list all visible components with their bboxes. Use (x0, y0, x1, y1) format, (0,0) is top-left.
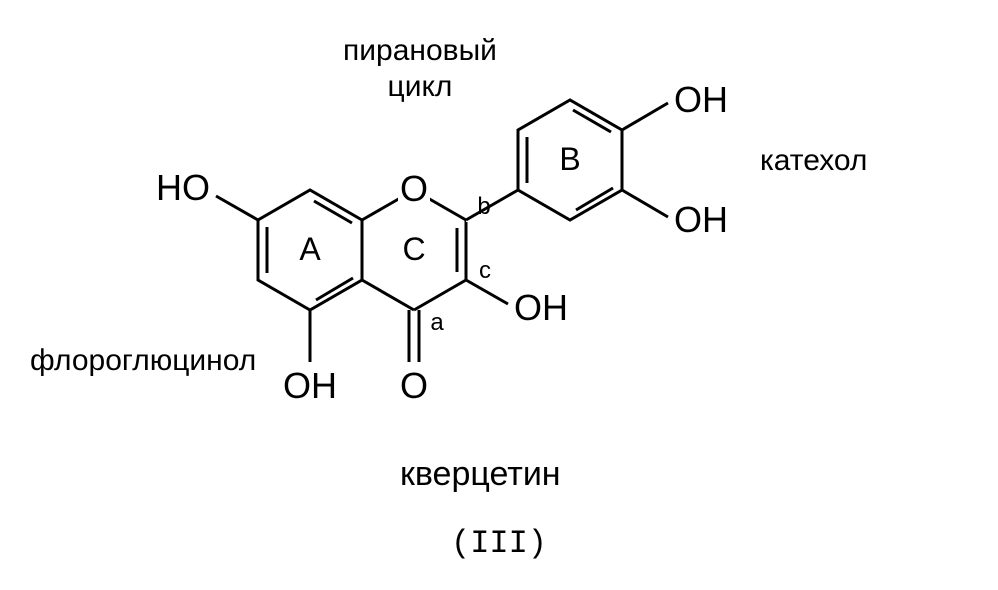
pos-label-b: b (477, 193, 490, 220)
ring-label-c: C (402, 231, 425, 267)
label-catechol: катехол (760, 144, 867, 177)
ring-c-e-c2c1 (426, 197, 466, 220)
label-phloroglucinol: флороглюцинол (30, 344, 256, 377)
ring-label-b: B (559, 141, 580, 177)
hydroxyl-7: HO (156, 167, 210, 208)
label-compound-name: кверцетин (400, 455, 561, 493)
label-pyran-2: цикл (388, 70, 453, 103)
ring-label-a: A (299, 231, 321, 267)
bond-7oh (216, 196, 258, 220)
ring-c-e-c6c5 (414, 280, 466, 310)
ketone-oxygen: O (400, 365, 428, 406)
hydroxyl-5: OH (283, 365, 337, 406)
hydroxyl-4p: OH (674, 79, 728, 120)
bond-3p-oh (622, 190, 668, 217)
ring-c-e-c3c2 (362, 197, 402, 220)
ring-c-e-c5c4 (362, 280, 414, 310)
pos-label-c: c (479, 257, 491, 284)
ring-c-oxygen: O (400, 168, 428, 209)
bond-4p-oh (622, 103, 668, 130)
label-pyran-1: пирановый (343, 34, 497, 67)
hydroxyl-3p: OH (674, 199, 728, 240)
pos-label-a: a (430, 309, 444, 336)
label-roman: (III) (451, 525, 547, 562)
hydroxyl-3: OH (514, 287, 568, 328)
